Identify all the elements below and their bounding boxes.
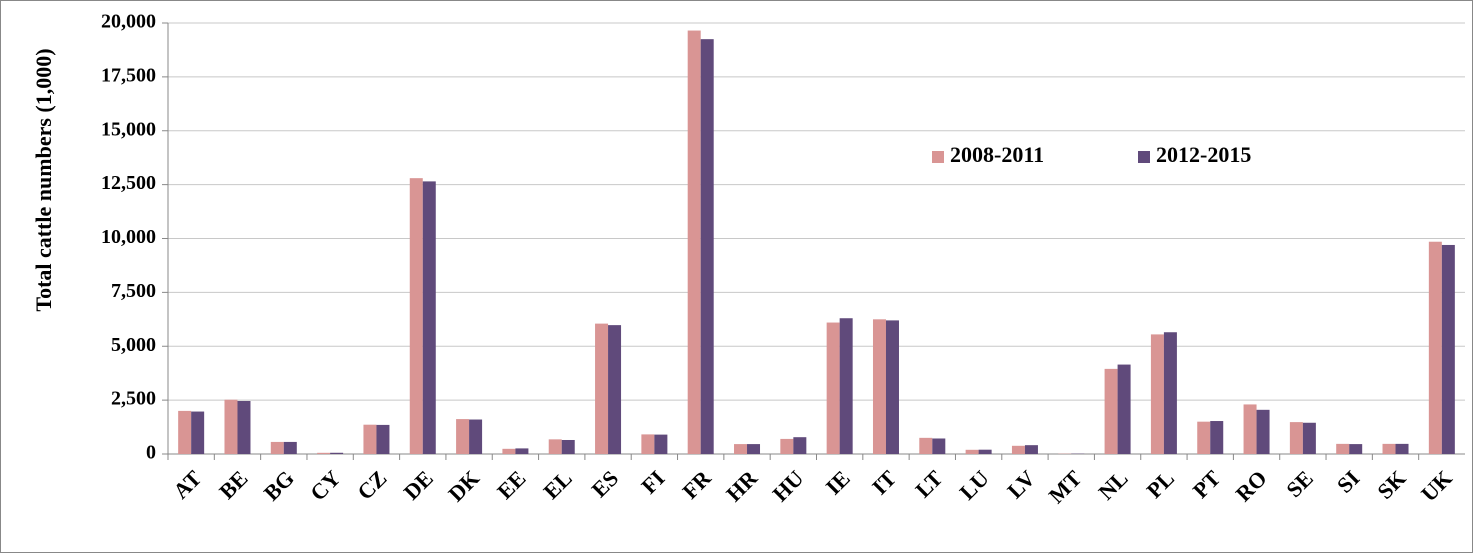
- bar: [734, 444, 748, 454]
- bar: [1395, 443, 1409, 454]
- y-axis-label: Total cattle numbers (1,000): [31, 48, 56, 311]
- bar: [317, 452, 331, 454]
- y-tick-label: 7,500: [111, 280, 156, 302]
- bar: [1210, 421, 1224, 454]
- bar: [885, 320, 899, 454]
- bar: [191, 411, 205, 454]
- bar: [687, 30, 701, 454]
- legend-label: 2012-2015: [1156, 142, 1251, 167]
- bar: [409, 178, 423, 454]
- bar: [283, 441, 297, 454]
- bar: [270, 441, 284, 454]
- bar: [1163, 332, 1177, 454]
- bar: [1441, 244, 1455, 454]
- bar: [826, 322, 840, 454]
- bar: [1256, 409, 1270, 454]
- bar: [1197, 421, 1211, 454]
- bar: [456, 419, 470, 454]
- y-tick-label: 0: [146, 442, 156, 464]
- bar: [1011, 445, 1025, 454]
- bar: [1302, 422, 1316, 454]
- bar: [469, 419, 483, 454]
- bar: [1349, 444, 1363, 454]
- bar: [548, 439, 562, 454]
- bar: [872, 319, 886, 454]
- bar: [654, 434, 668, 454]
- y-tick-label: 15,000: [101, 118, 156, 140]
- bar: [839, 318, 853, 454]
- bar: [978, 449, 992, 454]
- bar: [1428, 241, 1442, 454]
- bar: [330, 452, 344, 454]
- y-tick-label: 10,000: [101, 226, 156, 248]
- bar: [700, 39, 714, 454]
- bar: [1150, 334, 1164, 454]
- bar: [1117, 364, 1131, 454]
- bar: [747, 444, 761, 454]
- bar: [237, 400, 251, 454]
- bar: [608, 325, 622, 454]
- bar: [965, 449, 979, 454]
- bar: [376, 424, 390, 454]
- bar: [1024, 445, 1038, 454]
- bar: [561, 439, 575, 454]
- legend-swatch: [1138, 151, 1150, 163]
- y-tick-label: 17,500: [101, 64, 156, 86]
- y-tick-label: 12,500: [101, 172, 156, 194]
- legend-label: 2008-2011: [950, 142, 1044, 167]
- bar: [793, 437, 807, 454]
- bar: [502, 448, 516, 454]
- bar: [1243, 404, 1257, 454]
- bar: [1104, 368, 1118, 454]
- bar: [178, 410, 192, 454]
- y-tick-label: 2,500: [111, 388, 156, 410]
- bar: [363, 424, 377, 454]
- bar: [1336, 443, 1350, 454]
- y-tick-label: 5,000: [111, 334, 156, 356]
- y-tick-label: 20,000: [101, 11, 156, 33]
- bar: [422, 181, 436, 454]
- bar: [224, 399, 238, 454]
- bar: [932, 438, 946, 454]
- bar: [595, 323, 609, 454]
- legend-swatch: [932, 151, 944, 163]
- bar: [1289, 422, 1303, 454]
- bar: [515, 448, 529, 454]
- bar: [919, 437, 933, 454]
- bar: [641, 434, 655, 454]
- bar: [780, 438, 794, 454]
- bar: [1382, 443, 1396, 454]
